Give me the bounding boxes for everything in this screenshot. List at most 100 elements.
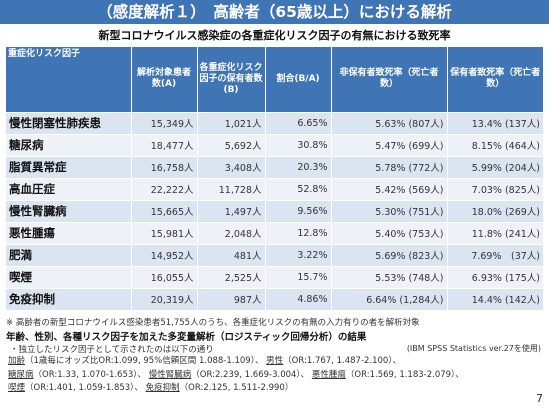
table-row: 高血圧症 22,222人 11,728人 52.8% 5.42% (569人) … (6, 177, 543, 200)
factor-stat: （OR:2.125, 1.511-2.990） (179, 383, 294, 393)
table-row: 悪性腫瘍 15,981人 2,048人 12.8% 5.40% (753人) 1… (6, 221, 543, 244)
risk-factor-name: 肥満 (6, 243, 131, 266)
table-row: 脂質異常症 16,758人 3,408人 20.3% 5.78% (772人) … (6, 155, 543, 178)
non-holder-fatality: 5.53% (748人) (330, 265, 447, 288)
table-header-row: 重症化リスク因子 解析対象患者数(A) 各重症化リスク因子の保有者数(B) 割合… (6, 47, 543, 112)
table-row: 慢性腎臓病 15,665人 1,497人 9.56% 5.30% (751人) … (6, 199, 543, 222)
holder-ratio: 12.8% (264, 221, 331, 244)
risk-factor-name: 喫煙 (6, 265, 131, 288)
non-holder-fatality: 5.63% (807人) (330, 111, 447, 134)
table-caption: 新型コロナウイルス感染症の各重症化リスク因子の有無における致死率 (98, 29, 451, 42)
holder-fatality: 13.4% (137人) (446, 111, 543, 134)
holder-count: 11,728人 (196, 177, 265, 200)
header-ratio: 割合(B/A) (264, 47, 331, 112)
holder-ratio: 15.7% (264, 265, 331, 288)
factor-stat: （OR:1.569, 1.183-2.079）、 (345, 369, 464, 380)
factor-stat: （OR:1.401, 1.059-1.853）、 (25, 383, 143, 393)
header-patients: 解析対象患者数(A) (130, 47, 197, 112)
factor-name: 糖尿病 (8, 369, 34, 380)
factor-name: 喫煙 (8, 383, 26, 393)
holder-ratio: 6.65% (264, 111, 331, 134)
holder-ratio: 52.8% (264, 177, 331, 200)
holder-fatality: 7.69% (37人) (446, 243, 543, 266)
holder-ratio: 30.8% (264, 133, 331, 156)
non-holder-fatality: 5.30% (751人) (330, 199, 447, 222)
holder-count: 481人 (196, 243, 265, 266)
footnote: ※ 高齢者の新型コロナウイルス感染患者51,755人のうち、各重症化リスクの有無… (6, 318, 420, 328)
patient-count: 15,981人 (130, 221, 197, 244)
risk-factor-table: 重症化リスク因子 解析対象患者数(A) 各重症化リスク因子の保有者数(B) 割合… (6, 47, 543, 310)
patient-count: 14,952人 (130, 243, 197, 266)
patient-count: 18,477人 (130, 133, 197, 156)
holder-count: 1,497人 (196, 199, 265, 222)
patient-count: 16,055人 (130, 265, 197, 288)
non-holder-fatality: 5.42% (569人) (330, 177, 447, 200)
factor-stat: （OR:1.33, 1.070-1.653）、 (33, 369, 147, 380)
factor-name: 免疫抑制 (145, 383, 180, 393)
analysis-heading: 年齢、性別、各種リスク因子を加えた多変量解析（ロジスティック回帰分析）の結果 (6, 332, 367, 343)
header-holders: 各重症化リスク因子の保有者数(B) (196, 47, 265, 112)
holder-fatality: 8.15% (464人) (446, 133, 543, 156)
factor-stat: （OR:1.767, 1.487-2.100）、 (283, 356, 402, 366)
holder-count: 1,021人 (196, 111, 265, 134)
non-holder-fatality: 5.40% (753人) (330, 221, 447, 244)
table-row: 免疫抑制 20,319人 987人 4.86% 6.64% (1,284人) 1… (6, 287, 543, 310)
factor-stat: （1歳毎にオッズ比OR:1.099, 95%信頼区間 1.088-1.109）、 (25, 356, 264, 366)
non-holder-fatality: 5.47% (699人) (330, 133, 447, 156)
holder-ratio: 20.3% (264, 155, 331, 178)
holder-count: 987人 (196, 287, 265, 310)
header-risk-factor: 重症化リスク因子 (6, 47, 131, 112)
patient-count: 15,349人 (130, 111, 197, 134)
patient-count: 16,758人 (130, 155, 197, 178)
factor-male: 男性（OR:1.767, 1.487-2.100）、 (266, 356, 401, 366)
holder-fatality: 6.93% (175人) (446, 265, 543, 288)
holder-fatality: 7.03% (825人) (446, 177, 543, 200)
factor-name: 男性 (266, 356, 284, 366)
factor-name: 加齢 (8, 356, 26, 366)
factor-name: 慢性腎臓病 (148, 369, 192, 380)
analysis-bullet: ・独立したリスク因子として示されたのは以下の通り (10, 345, 214, 355)
holder-count: 3,408人 (196, 155, 265, 178)
risk-factor-name: 高血圧症 (6, 177, 131, 200)
table-row: 糖尿病 18,477人 5,692人 30.8% 5.47% (699人) 8.… (6, 133, 543, 156)
risk-factor-name: 免疫抑制 (6, 287, 131, 310)
patient-count: 20,319人 (130, 287, 197, 310)
factor-immunosuppression: 免疫抑制（OR:2.125, 1.511-2.990） (146, 383, 294, 393)
holder-ratio: 3.22% (264, 243, 331, 266)
factor-diabetes: 糖尿病（OR:1.33, 1.070-1.653）、 (8, 370, 146, 380)
holder-fatality: 14.4% (142人) (446, 287, 543, 310)
slide-title: （感度解析１） 高齢者（65歳以上）における解析 (0, 0, 549, 24)
holder-fatality: 5.99% (204人) (446, 155, 543, 178)
risk-factor-name: 脂質異常症 (6, 155, 131, 178)
factor-age: 加齢（1歳毎にオッズ比OR:1.099, 95%信頼区間 1.088-1.109… (8, 356, 263, 366)
risk-factor-name: 慢性閉塞性肺疾患 (6, 111, 131, 134)
holder-ratio: 9.56% (264, 199, 331, 222)
independent-risk-factors: 加齢（1歳毎にオッズ比OR:1.099, 95%信頼区間 1.088-1.109… (8, 355, 533, 396)
software-note: (IBM SPSS Statistics ver.27を使用) (406, 344, 541, 353)
holder-count: 2,048人 (196, 221, 265, 244)
page-number: 7 (536, 392, 543, 405)
factor-cancer: 悪性腫瘍（OR:1.569, 1.183-2.079）、 (312, 370, 464, 380)
non-holder-fatality: 5.69% (823人) (330, 243, 447, 266)
non-holder-fatality: 6.64% (1,284人) (330, 287, 447, 310)
non-holder-fatality: 5.78% (772人) (330, 155, 447, 178)
risk-factor-name: 悪性腫瘍 (6, 221, 131, 244)
header-holder-fatality: 保有者致死率（死亡者数） (446, 47, 543, 112)
factor-name: 悪性腫瘍 (311, 369, 346, 380)
factor-ckd: 慢性腎臓病（OR:2.239, 1.669-3.004）、 (149, 370, 309, 380)
patient-count: 15,665人 (130, 199, 197, 222)
table-row: 肥満 14,952人 481人 3.22% 5.69% (823人) 7.69%… (6, 243, 543, 266)
risk-factor-name: 慢性腎臓病 (6, 199, 131, 222)
risk-factor-name: 糖尿病 (6, 133, 131, 156)
holder-fatality: 18.0% (269人) (446, 199, 543, 222)
holder-count: 2,525人 (196, 265, 265, 288)
factor-stat: （OR:2.239, 1.669-3.004）、 (191, 369, 310, 380)
table-row: 喫煙 16,055人 2,525人 15.7% 5.53% (748人) 6.9… (6, 265, 543, 288)
patient-count: 22,222人 (130, 177, 197, 200)
holder-fatality: 11.8% (241人) (446, 221, 543, 244)
holder-ratio: 4.86% (264, 287, 331, 310)
holder-count: 5,692人 (196, 133, 265, 156)
header-non-holder-fatality: 非保有者致死率（死亡者数） (330, 47, 447, 112)
table-row: 慢性閉塞性肺疾患 15,349人 1,021人 6.65% 5.63% (807… (6, 111, 543, 134)
factor-smoking: 喫煙（OR:1.401, 1.059-1.853）、 (8, 383, 143, 393)
